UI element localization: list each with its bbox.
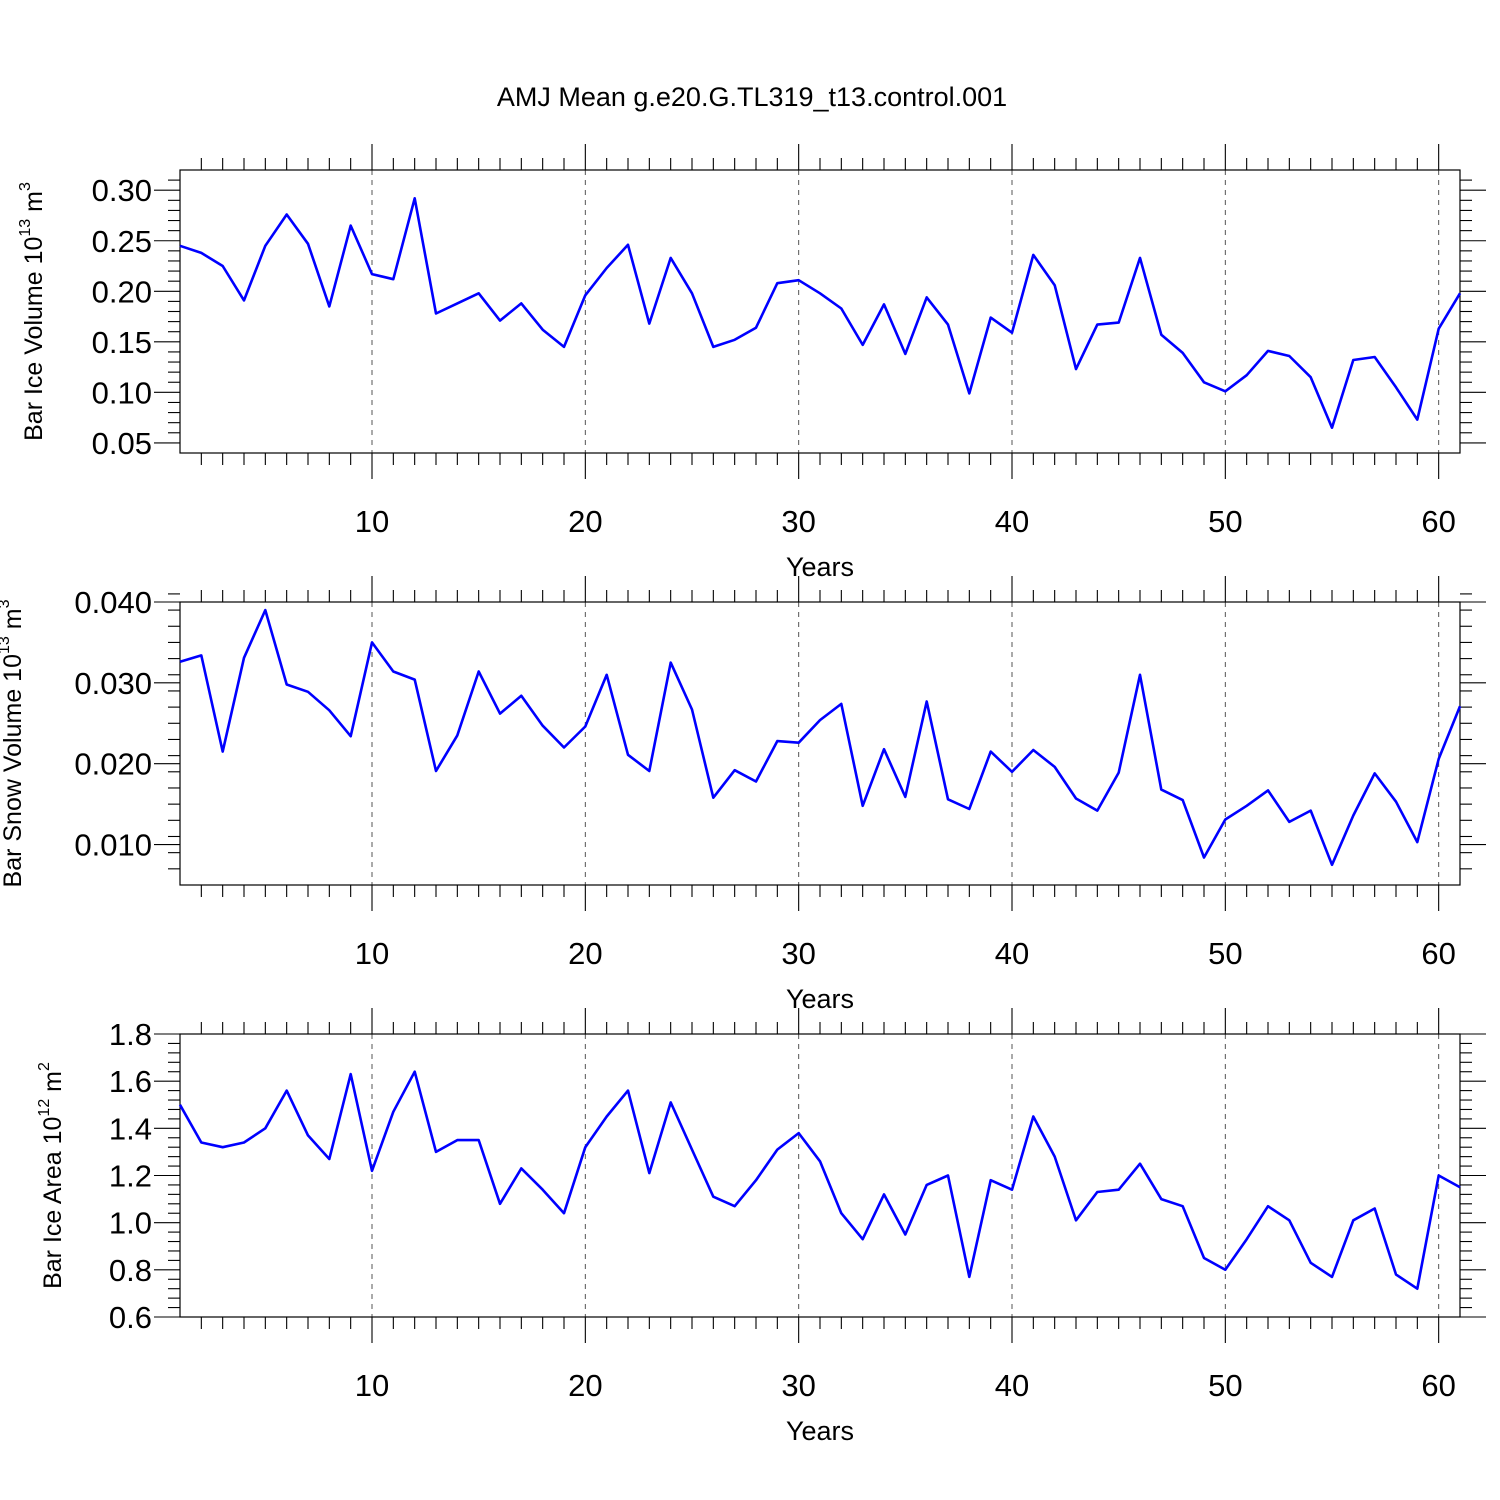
x-tick-label: 10 [355,936,389,971]
plot-frame [179,1033,1461,1318]
x-tick-label: 50 [1208,936,1242,971]
x-tick-label: 40 [995,504,1029,539]
plot-frame [179,169,1461,454]
y-tick-label: 0.030 [74,666,152,701]
y-tick-label: 0.20 [92,274,152,309]
x-tick-label: 30 [781,1368,815,1403]
x-tick-label: 60 [1421,504,1455,539]
y-tick-label: 0.25 [92,224,152,259]
y-tick-label: 0.30 [92,173,152,208]
y-tick-label: 1.6 [109,1064,152,1099]
series-line [178,1070,1461,1290]
x-tick-label: 50 [1208,504,1242,539]
y-axis-label: Bar Snow Volume 1013 m3 [0,599,27,887]
x-tick-label: 10 [355,1368,389,1403]
figure-title: AMJ Mean g.e20.G.TL319_t13.control.001 [497,82,1007,112]
chart-panel-3: 0.6 0.8 1.0 1.2 1.4 1.6 1.8 10 20 30 40 50 60 Years Ba… [36,1008,1486,1446]
x-tick-label: 30 [781,504,815,539]
y-tick-label: 0.6 [109,1300,152,1335]
x-tick-label: 20 [568,504,602,539]
x-tick-label: 30 [781,936,815,971]
y-tick-label: 1.0 [109,1206,152,1241]
x-tick-label: 40 [995,1368,1029,1403]
y-tick-label: 0.010 [74,828,152,863]
x-axis-label: Years [786,552,854,582]
y-axis-label: Bar Ice Volume 1013 m3 [17,182,48,441]
chart-panel-2: 0.010 0.020 0.030 0.040 10 20 30 40 50 60 Years Bar… [0,576,1486,1014]
x-tick-label: 20 [568,936,602,971]
chart-panel-1: 0.05 0.10 0.15 0.20 0.25 0.30 10 20 30 40 50 60 Year… [17,144,1486,582]
plot-frame [179,601,1461,886]
y-tick-label: 0.020 [74,747,152,782]
chart-panels: 0.05 0.10 0.15 0.20 0.25 0.30 10 20 30 40 50 60 Year… [0,144,1486,1446]
y-tick-label: 1.8 [109,1017,152,1052]
x-tick-label: 60 [1421,936,1455,971]
x-tick-label: 20 [568,1368,602,1403]
x-tick-label: 40 [995,936,1029,971]
y-tick-label: 0.15 [92,325,152,360]
y-tick-label: 0.040 [74,585,152,620]
y-tick-label: 0.05 [92,426,152,461]
x-axis-label: Years [786,1416,854,1446]
x-tick-label: 60 [1421,1368,1455,1403]
y-tick-label: 0.10 [92,375,152,410]
x-tick-label: 50 [1208,1368,1242,1403]
y-tick-label: 1.2 [109,1159,152,1194]
x-tick-label: 10 [355,504,389,539]
x-axis-label: Years [786,984,854,1014]
series-line [179,608,1462,867]
y-tick-label: 0.8 [109,1253,152,1288]
y-tick-label: 1.4 [109,1111,152,1146]
y-axis-label: Bar Ice Area 1012 m2 [36,1062,67,1289]
